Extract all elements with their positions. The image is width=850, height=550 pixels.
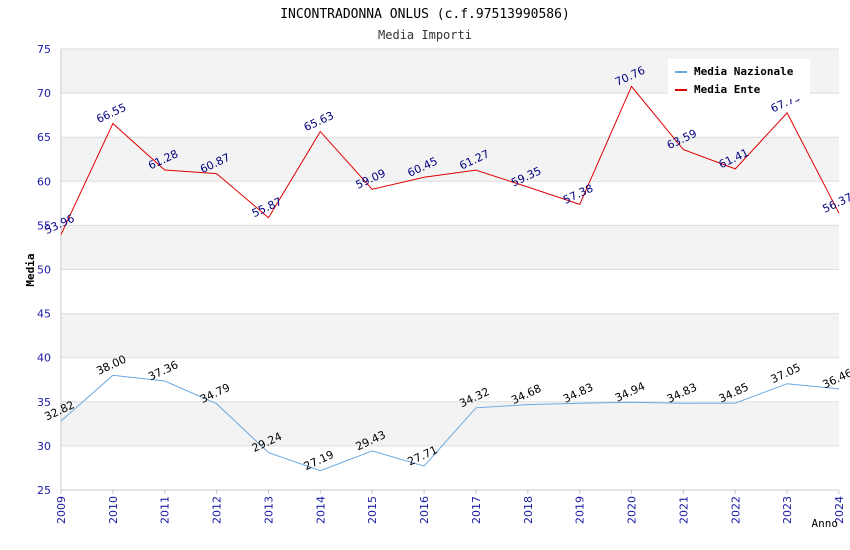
x-tick-label: 2021: [677, 496, 690, 524]
data-label: 27.19: [302, 448, 336, 473]
x-tick-label: 2009: [55, 496, 68, 524]
y-tick-label: 65: [37, 131, 51, 144]
y-tick-label: 25: [37, 484, 51, 497]
legend-box: [668, 59, 810, 99]
data-label: 34.94: [613, 380, 647, 405]
x-tick-label: 2024: [833, 496, 846, 524]
series-lines: [60, 85, 840, 472]
y-tick-labels: 25 30 35 40 45 50 55 60 65 70 75: [37, 43, 51, 497]
x-tick-label: 2012: [211, 496, 224, 524]
x-tick-label: 2015: [366, 496, 379, 524]
x-tick-label: 2019: [574, 496, 587, 524]
data-label: 65.63: [302, 109, 336, 134]
series-line-media-ente: [60, 85, 840, 235]
y-tick-label: 40: [37, 352, 51, 365]
x-tick-labels: 2009 2010 2011 2012 2013 2014 2015 2016 2017 2018…: [55, 496, 846, 524]
x-tick-label: 2020: [626, 496, 639, 524]
data-label: 66.55: [94, 101, 128, 126]
x-tick-label: 2017: [470, 496, 483, 524]
y-tick-label: 50: [37, 264, 51, 277]
chart-title: INCONTRADONNA ONLUS (c.f.97513990586): [280, 7, 570, 22]
x-tick-label: 2013: [262, 496, 275, 524]
grid-bands: [61, 49, 839, 446]
x-tick-label: 2018: [522, 496, 535, 524]
x-tick-label: 2022: [729, 496, 742, 524]
y-tick-label: 55: [37, 219, 51, 232]
data-label: 27.71: [406, 443, 440, 468]
data-label: 37.36: [146, 358, 180, 383]
grid-band: [61, 313, 839, 358]
y-tick-label: 60: [37, 175, 51, 188]
x-tick-label: 2016: [418, 496, 431, 524]
data-label: 56.37: [820, 191, 850, 216]
x-tick-label: 2011: [159, 496, 172, 524]
legend-label-media-ente: Media Ente: [694, 83, 761, 96]
data-label: 36.46: [820, 366, 850, 391]
y-axis-label: Media: [24, 253, 37, 286]
y-tick-label: 35: [37, 396, 51, 409]
x-axis-label: Anno: [812, 517, 839, 530]
y-tick-label: 75: [37, 43, 51, 56]
x-tick-label: 2023: [781, 496, 794, 524]
chart-subtitle: Media Importi: [378, 28, 472, 42]
data-label: 37.05: [769, 361, 803, 386]
legend-label-media-nazionale: Media Nazionale: [694, 65, 794, 78]
axes: [60, 49, 840, 494]
x-tick-label: 2014: [314, 496, 327, 524]
grid-lines: [61, 48, 839, 491]
grid-band: [61, 225, 839, 270]
y-tick-label: 45: [37, 308, 51, 321]
legend: Media Nazionale Media Ente: [668, 59, 810, 99]
y-tick-label: 70: [37, 87, 51, 100]
y-tick-label: 30: [37, 440, 51, 453]
x-tick-label: 2010: [107, 496, 120, 524]
series-line-media-nazionale: [60, 374, 840, 472]
grid-band: [61, 401, 839, 446]
data-label: 57.38: [561, 182, 595, 207]
